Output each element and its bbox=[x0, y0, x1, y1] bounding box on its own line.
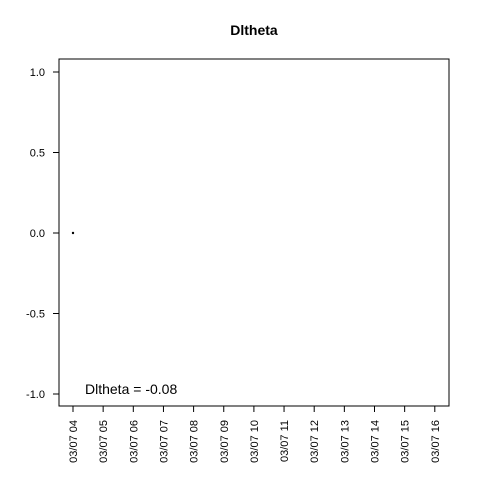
data-points bbox=[71, 231, 75, 235]
x-tick-label: 03/07 10 bbox=[249, 420, 261, 463]
y-tick-label: 0.0 bbox=[30, 228, 45, 240]
x-tick-label: 03/07 11 bbox=[279, 420, 291, 462]
x-tick-label: 03/07 15 bbox=[400, 420, 412, 463]
y-tick-label: -1.0 bbox=[26, 389, 45, 401]
y-tick-label: -0.5 bbox=[26, 309, 45, 321]
x-tick-label: 03/07 14 bbox=[370, 420, 382, 463]
x-tick-label: 03/07 06 bbox=[128, 420, 140, 463]
y-tick-label: 1.0 bbox=[30, 67, 45, 79]
x-tick-label: 03/07 08 bbox=[189, 420, 201, 463]
x-tick-label: 03/07 07 bbox=[158, 420, 170, 463]
chart-title: Dltheta bbox=[230, 22, 278, 38]
x-tick-label: 03/07 04 bbox=[68, 420, 80, 463]
x-axis: 03/07 04 03/07 05 03/07 06 03/07 07 03/07 08… bbox=[68, 405, 442, 463]
x-tick-label: 03/07 12 bbox=[309, 420, 321, 463]
y-tick-label: 0.5 bbox=[30, 148, 45, 160]
x-tick-label: 03/07 05 bbox=[98, 420, 110, 463]
y-axis: 1.0 0.5 0.0 -0.5 -1.0 bbox=[26, 67, 60, 401]
plot-area-frame bbox=[58, 58, 450, 407]
x-tick-label: 03/07 09 bbox=[219, 420, 231, 463]
data-point bbox=[71, 231, 75, 235]
chart-annotation: Dltheta = -0.08 bbox=[85, 381, 177, 397]
x-tick-label: 03/07 13 bbox=[339, 420, 351, 463]
x-tick-label: 03/07 16 bbox=[430, 420, 442, 463]
